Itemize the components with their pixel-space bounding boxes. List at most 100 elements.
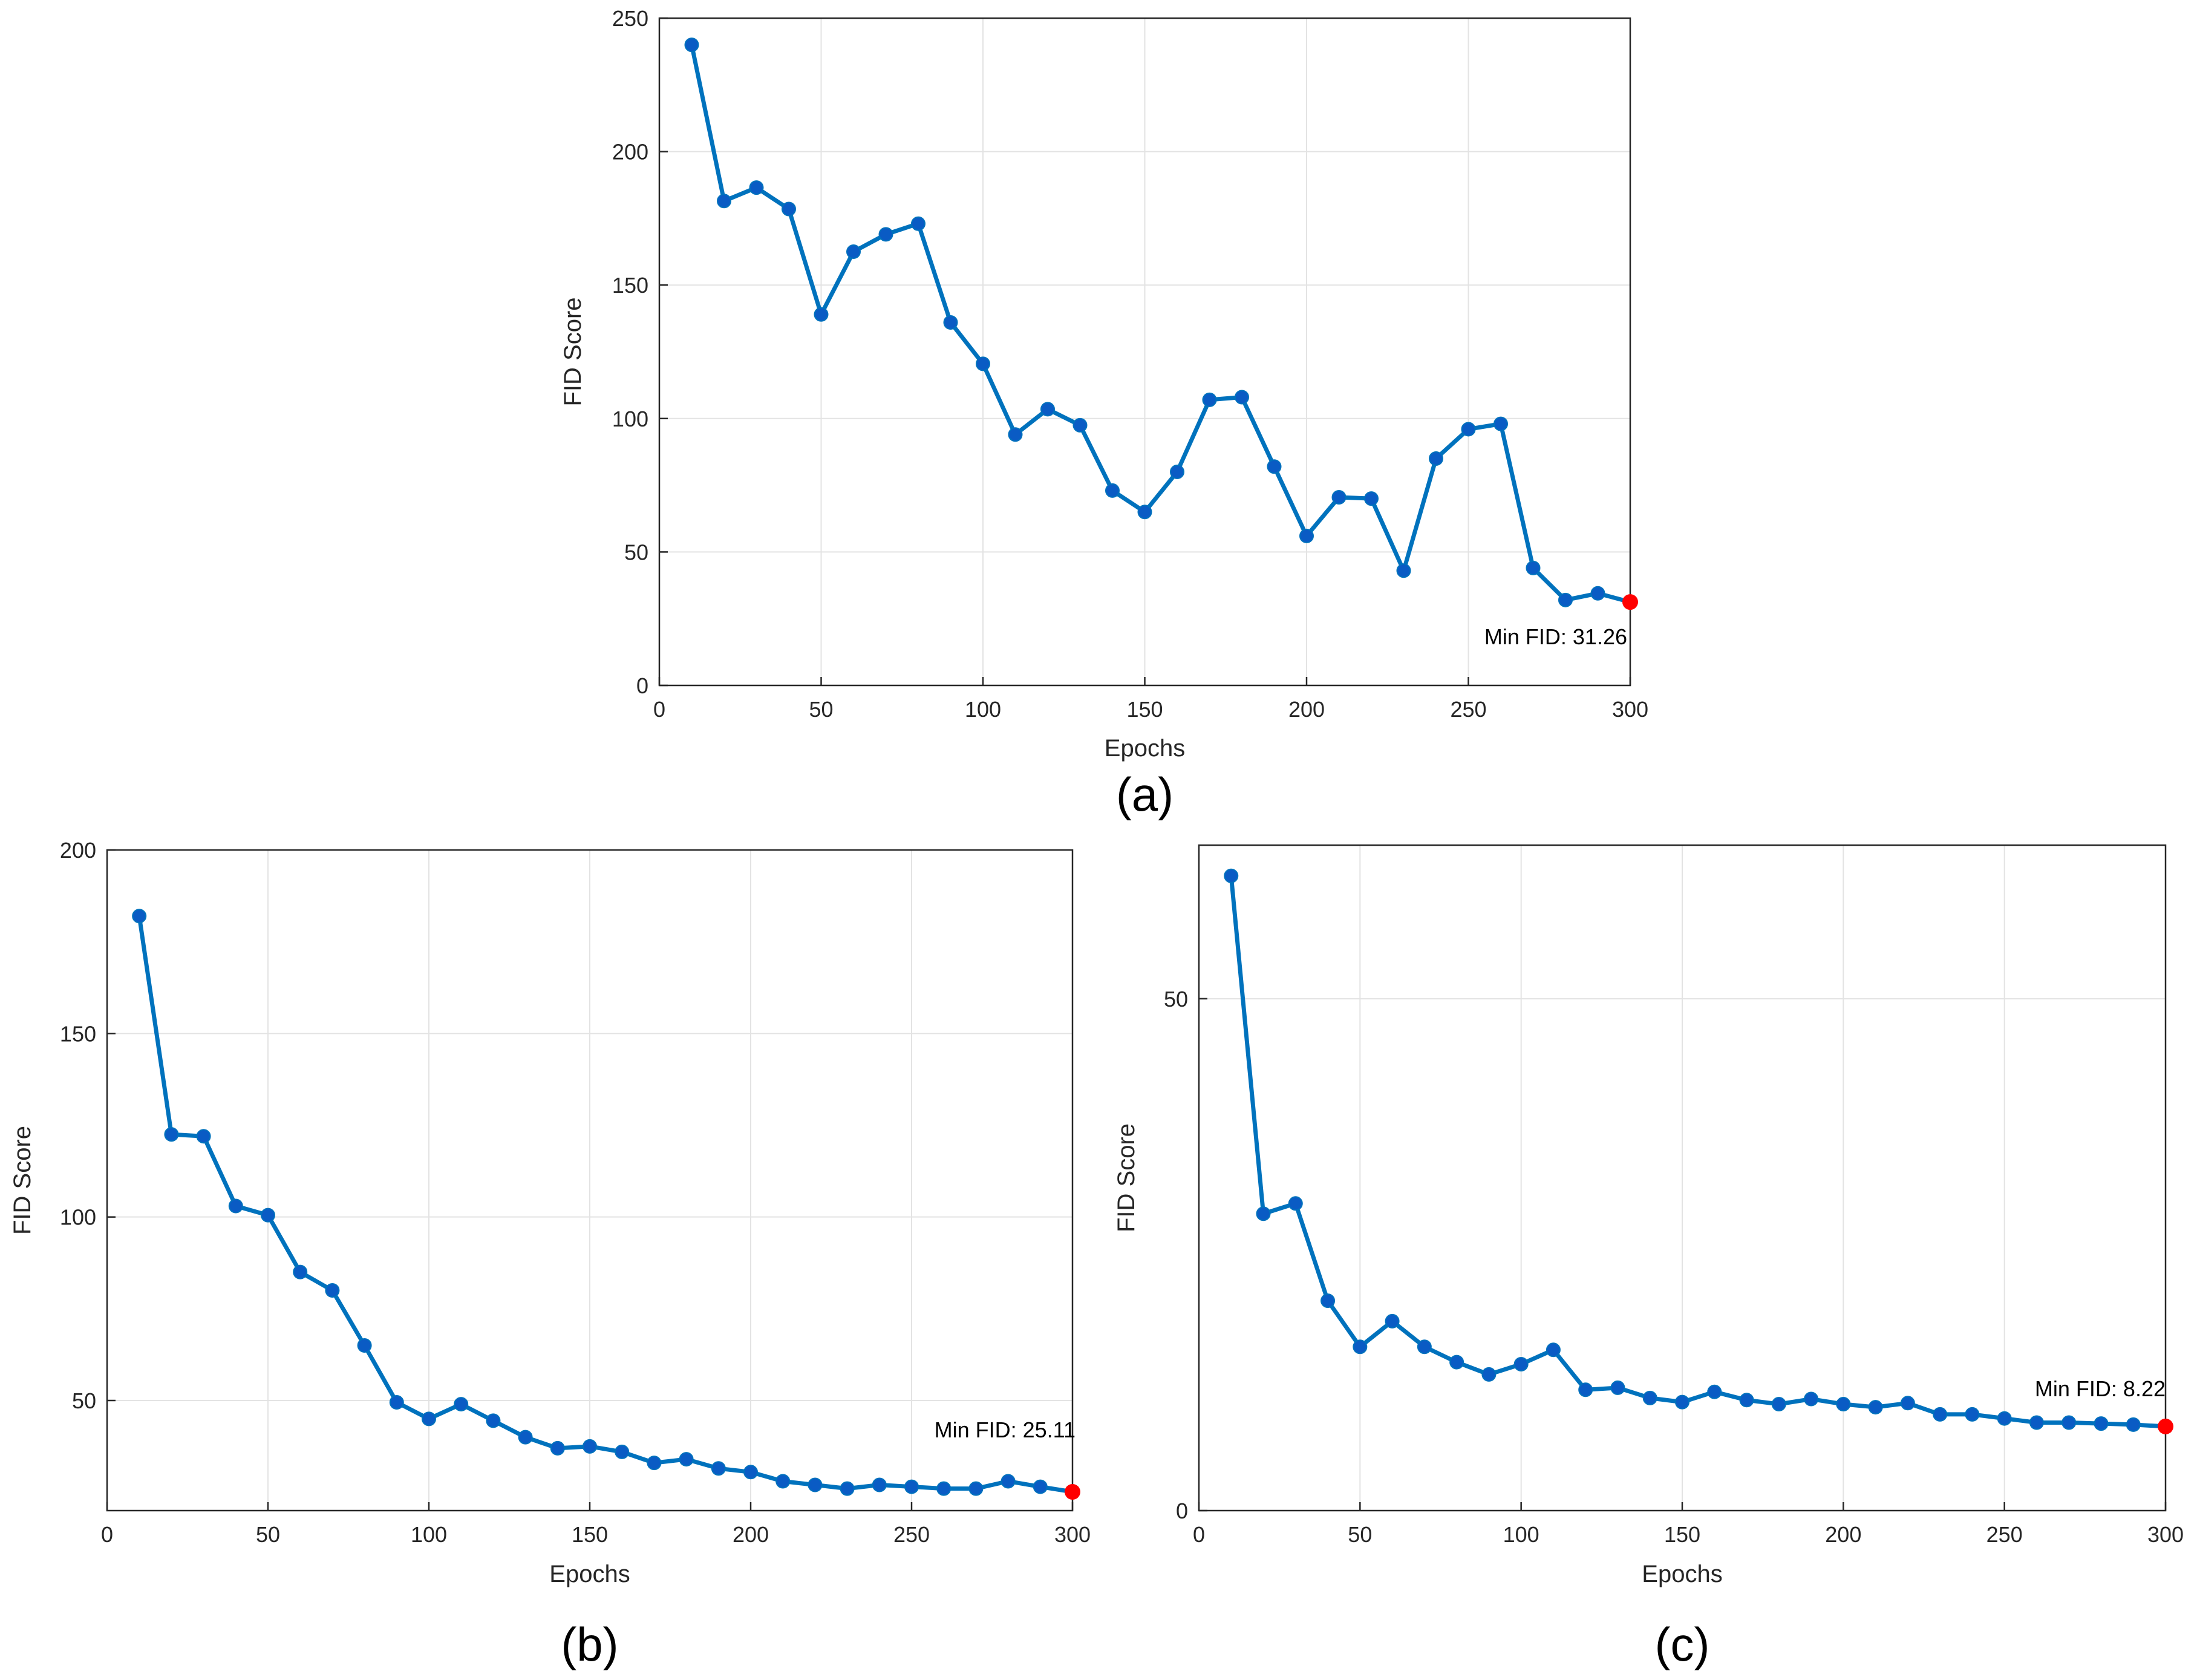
data-point: [775, 1474, 791, 1489]
data-point: [647, 1456, 662, 1471]
data-point: [325, 1283, 340, 1298]
y-tick-label: 100: [60, 1205, 96, 1230]
y-tick-label: 150: [60, 1021, 96, 1046]
data-point: [1202, 392, 1217, 407]
series-line: [1229, 874, 2168, 1429]
data-point: [846, 244, 861, 260]
data-point: [1353, 1339, 1368, 1355]
data-point: [1299, 528, 1314, 543]
x-axis-label: Epochs: [549, 1561, 630, 1587]
x-tick-label: 300: [1054, 1522, 1091, 1547]
data-point: [1396, 563, 1411, 578]
data-point: [1267, 459, 1282, 474]
data-point: [1590, 586, 1605, 601]
y-tick-label: 100: [612, 407, 648, 431]
data-point: [454, 1397, 469, 1412]
data-point: [2094, 1416, 2109, 1431]
data-point: [583, 1439, 597, 1454]
data-point: [782, 201, 796, 217]
x-tick-label: 0: [653, 697, 665, 722]
data-point: [814, 307, 829, 322]
data-point: [1256, 1206, 1271, 1221]
x-tick-label: 150: [1126, 697, 1163, 722]
data-point: [1804, 1391, 1819, 1407]
subfigure-caption: (a): [1116, 768, 1174, 821]
y-tick-label: 150: [612, 273, 648, 298]
data-point: [717, 194, 731, 209]
data-point: [968, 1481, 984, 1496]
data-point: [1137, 505, 1152, 520]
data-point: [293, 1264, 308, 1280]
data-point: [1461, 422, 1476, 437]
x-tick-label: 250: [1450, 697, 1486, 722]
x-tick-label: 50: [256, 1522, 280, 1547]
data-point: [911, 216, 925, 231]
x-tick-label: 100: [1503, 1522, 1539, 1547]
y-tick-label: 0: [1176, 1499, 1188, 1523]
y-tick-label: 50: [624, 540, 648, 564]
x-tick-label: 100: [965, 697, 1001, 722]
data-point: [2029, 1415, 2044, 1430]
data-point: [228, 1198, 243, 1214]
data-point: [872, 1477, 887, 1492]
data-point: [1288, 1196, 1303, 1211]
data-point: [904, 1479, 919, 1494]
data-point: [1546, 1342, 1561, 1358]
y-tick-label: 50: [1164, 987, 1188, 1012]
y-tick-label: 50: [72, 1388, 96, 1413]
y-tick-label: 250: [612, 6, 648, 31]
data-point: [1578, 1382, 1593, 1397]
x-tick-label: 100: [411, 1522, 447, 1547]
data-point: [1965, 1407, 1980, 1422]
data-point: [684, 38, 699, 53]
data-point: [1033, 1479, 1048, 1494]
min-fid-annotation: Min FID: 25.11: [935, 1417, 1076, 1442]
y-tick-label: 200: [60, 838, 96, 863]
data-point: [711, 1461, 726, 1476]
subfigure-caption: (c): [1655, 1618, 1710, 1671]
x-tick-label: 200: [1288, 697, 1325, 722]
data-point: [1558, 592, 1573, 607]
data-point: [1933, 1407, 1948, 1422]
data-point: [196, 1129, 211, 1144]
y-tick-label: 200: [612, 140, 648, 165]
data-point: [1868, 1400, 1883, 1415]
data-point: [808, 1477, 823, 1492]
y-axis-label: FID Score: [560, 297, 586, 406]
series-line: [690, 42, 1633, 604]
data-point: [1364, 491, 1379, 506]
data-point: [1170, 465, 1184, 480]
data-point: [389, 1395, 404, 1410]
chart-b: 0 50 100 150 200 250 300 50 100 150 200 Epochs FID S…: [9, 838, 1091, 1671]
data-point: [1001, 1474, 1016, 1489]
data-point: [743, 1465, 758, 1480]
data-point: [1771, 1397, 1786, 1411]
data-point: [2062, 1415, 2077, 1430]
data-point: [261, 1208, 275, 1223]
data-point: [486, 1413, 501, 1428]
x-tick-label: 250: [893, 1522, 930, 1547]
data-point: [550, 1440, 565, 1456]
x-tick-label: 300: [1612, 697, 1648, 722]
data-point: [1008, 427, 1023, 442]
min-point-marker: [1065, 1483, 1080, 1500]
data-point: [1224, 868, 1239, 883]
x-tick-label: 50: [809, 697, 833, 722]
x-tick-label: 150: [1664, 1522, 1700, 1547]
data-point: [1385, 1313, 1400, 1329]
x-tick-label: 200: [733, 1522, 769, 1547]
y-axis-label: FID Score: [1113, 1123, 1140, 1232]
data-point: [1481, 1367, 1497, 1382]
data-point: [164, 1127, 179, 1142]
y-tick-label: 0: [636, 673, 648, 698]
data-point: [976, 356, 990, 371]
data-point: [1105, 483, 1120, 498]
data-point: [679, 1452, 694, 1467]
x-tick-label: 0: [101, 1522, 113, 1547]
data-point: [1526, 560, 1541, 575]
data-point: [518, 1430, 533, 1445]
min-point-marker: [1622, 594, 1638, 610]
data-point: [132, 909, 147, 924]
data-point: [1235, 390, 1249, 405]
